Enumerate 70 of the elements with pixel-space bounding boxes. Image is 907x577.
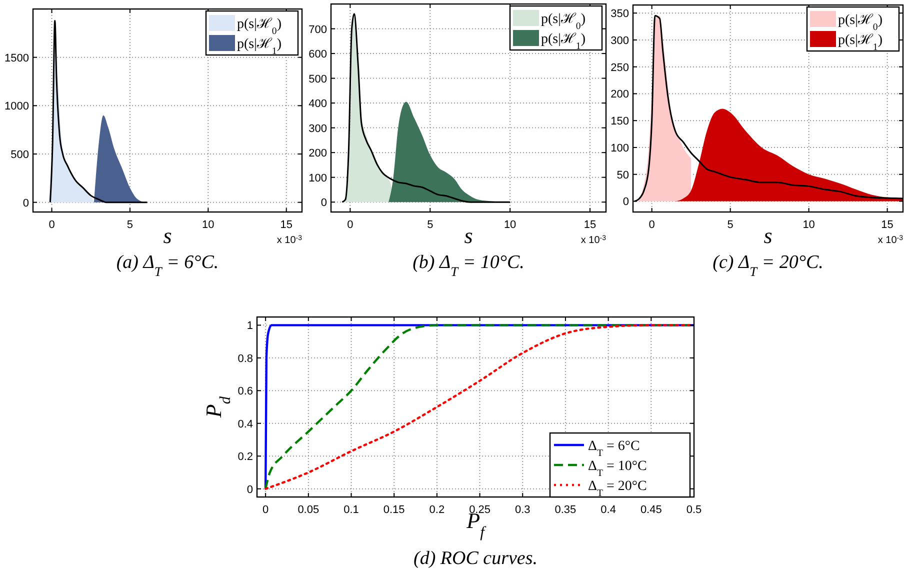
text: x 10$^{-3}$ bbox=[878, 234, 904, 246]
y-tick-label: 300 bbox=[308, 122, 327, 135]
text: (a) Δ$_{T}$ = 6°C. bbox=[116, 252, 219, 278]
y-tick-label: 350 bbox=[610, 8, 629, 20]
x-axis-title: s bbox=[764, 223, 772, 248]
legend-label: p(s|ℋ$_{0}$) bbox=[541, 12, 586, 32]
y-tick-label: 100 bbox=[610, 142, 629, 154]
y-tick-label: 0.2 bbox=[238, 451, 253, 464]
text: (b) Δ$_{T}$ = 10°C. bbox=[412, 252, 524, 278]
legend-label: p(s|ℋ$_{1}$) bbox=[237, 37, 282, 56]
legend-label: Δ$_{T}$ = 20°C bbox=[588, 479, 647, 498]
y-tick-label: 300 bbox=[610, 34, 629, 47]
x-tick-label: 0.05 bbox=[298, 504, 320, 516]
y-tick-label: 50 bbox=[616, 169, 629, 182]
y-tick-label: 1 bbox=[246, 320, 253, 332]
x-tick-label: 10 bbox=[802, 219, 815, 231]
x-axis-title: s bbox=[464, 223, 473, 248]
y-tick-label: 1500 bbox=[4, 52, 29, 64]
y-tick-label: 0 bbox=[320, 197, 327, 210]
x-tick-label: 15 bbox=[280, 219, 292, 231]
x-tick-label: 0.1 bbox=[344, 504, 359, 516]
y-tick-label: 700 bbox=[308, 24, 327, 36]
x-tick-label: 15 bbox=[584, 219, 596, 231]
x-tick-label: 0.15 bbox=[383, 504, 405, 516]
legend-label: Δ$_{T}$ = 6°C bbox=[588, 439, 640, 458]
x-tick-label: 0.35 bbox=[554, 504, 576, 516]
y-tick-label: 150 bbox=[610, 116, 629, 128]
y-tick-label: 100 bbox=[308, 172, 327, 184]
line-series bbox=[49, 20, 148, 204]
legend-label: p(s|ℋ$_{0}$) bbox=[838, 13, 883, 32]
y-tick-label: 500 bbox=[308, 73, 327, 86]
x-tick-label: 0 bbox=[48, 219, 55, 231]
x-tick-label: 0.5 bbox=[686, 504, 702, 516]
y-tick-label: 1000 bbox=[4, 100, 29, 113]
x-tick-label: 0.4 bbox=[600, 504, 616, 516]
text: x 10$^{-3}$ bbox=[276, 234, 302, 246]
x-tick-label: 0.45 bbox=[640, 504, 662, 516]
x-tick-label: 0 bbox=[347, 219, 354, 231]
x-tick-label: 5 bbox=[126, 219, 134, 231]
x-tick-label: 5 bbox=[727, 219, 734, 231]
y-tick-label: 0 bbox=[246, 484, 253, 496]
legend-label: Δ$_{T}$ = 10°C bbox=[588, 459, 647, 478]
legend-label: p(s|ℋ$_{1}$) bbox=[541, 32, 586, 52]
text: x 10$^{-3}$ bbox=[580, 234, 606, 246]
x-tick-label: 0.2 bbox=[429, 504, 445, 516]
y-tick-label: 600 bbox=[308, 48, 327, 61]
x-tick-label: 10 bbox=[202, 219, 214, 231]
x-tick-label: 10 bbox=[504, 219, 516, 231]
legend-label: p(s|ℋ$_{1}$) bbox=[838, 33, 883, 52]
x-tick-label: 15 bbox=[881, 219, 894, 231]
y-tick-label: 0 bbox=[22, 197, 29, 210]
y-tick-label: 400 bbox=[308, 98, 327, 110]
line-series bbox=[341, 13, 511, 203]
y-tick-label: 0.6 bbox=[238, 386, 253, 398]
x-tick-label: 0 bbox=[648, 219, 655, 231]
legend-label: p(s|ℋ$_{0}$) bbox=[237, 17, 282, 36]
x-tick-label: 5 bbox=[427, 219, 434, 231]
x-tick-label: 0.3 bbox=[514, 504, 530, 516]
y-tick-label: 200 bbox=[610, 88, 629, 101]
y-tick-label: 250 bbox=[610, 62, 629, 74]
y-tick-label: 200 bbox=[308, 148, 327, 160]
y-tick-label: 0.8 bbox=[238, 352, 253, 365]
y-tick-label: 500 bbox=[10, 149, 29, 161]
x-tick-label: 0 bbox=[262, 504, 269, 516]
line-series bbox=[264, 324, 694, 490]
y-tick-label: 0 bbox=[622, 196, 629, 208]
text: (c) Δ$_{T}$ = 20°C. bbox=[712, 252, 824, 278]
x-axis-title: s bbox=[163, 223, 172, 248]
text: (d) ROC curves. bbox=[414, 548, 538, 569]
y-tick-label: 0.4 bbox=[238, 418, 253, 430]
